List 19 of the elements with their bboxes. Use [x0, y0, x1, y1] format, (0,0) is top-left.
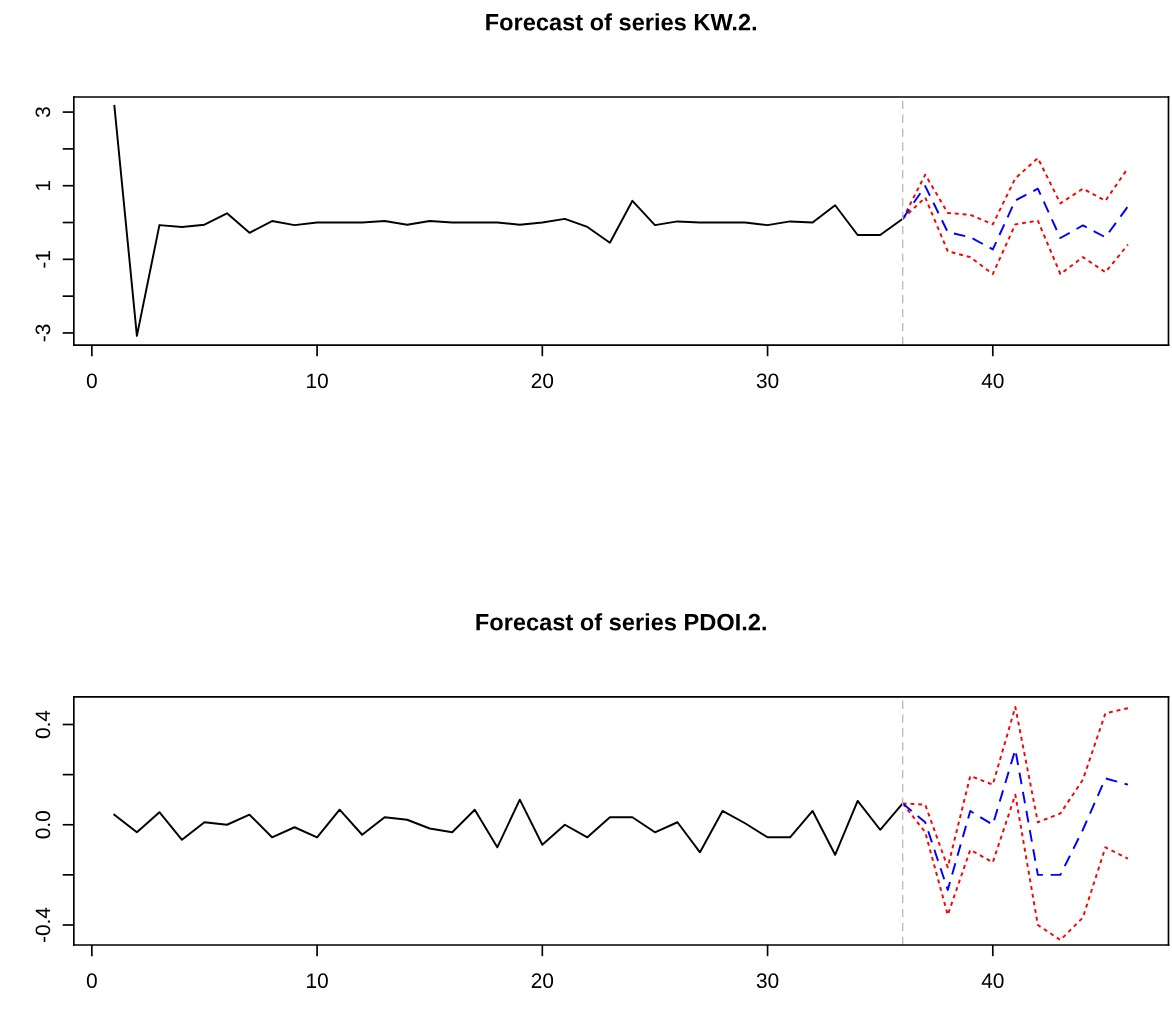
- x-tick-label: 30: [756, 373, 779, 389]
- y-tick-label: 1: [35, 180, 51, 190]
- y-tick-label: 0.0: [35, 811, 51, 839]
- y-tick-label: -1: [35, 251, 51, 268]
- chart-title: Forecast of series KW.2.: [486, 13, 757, 31]
- x-tick-label: 0: [86, 973, 97, 989]
- y-tick-label: -0.4: [35, 907, 51, 943]
- x-tick-label: 20: [531, 973, 554, 989]
- x-tick-label: 30: [756, 973, 779, 989]
- x-tick-label: 0: [86, 373, 97, 389]
- x-tick-label: 10: [307, 373, 328, 389]
- y-tick-label: -3: [35, 324, 51, 342]
- x-tick-label: 40: [981, 973, 1004, 989]
- x-tick-label: 40: [981, 373, 1004, 389]
- x-tick-label: 10: [307, 973, 328, 989]
- x-tick-label: 20: [531, 373, 554, 389]
- y-tick-label: 3: [35, 107, 51, 118]
- chart-title: Forecast of series PDOI.2.: [476, 613, 766, 631]
- y-tick-label: 0.4: [35, 710, 51, 739]
